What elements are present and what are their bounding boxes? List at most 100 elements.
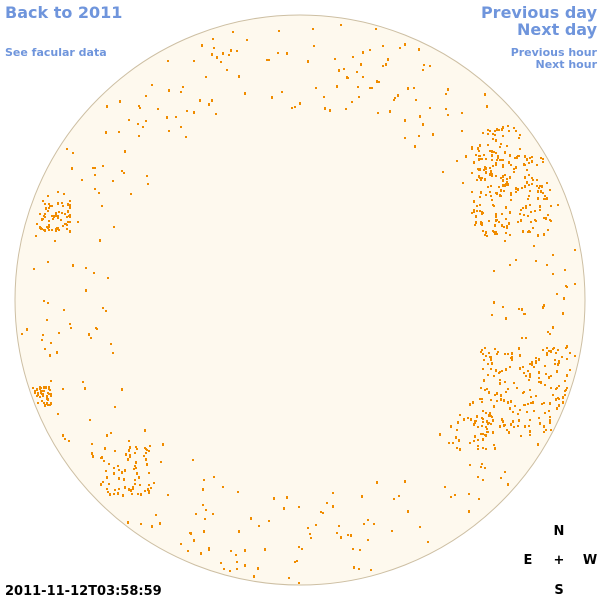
prev-day-link[interactable]: Previous day [481, 3, 598, 22]
facula [486, 420, 488, 423]
facula [538, 381, 540, 383]
facula [220, 562, 222, 564]
facula [68, 440, 70, 442]
facula [298, 506, 300, 508]
facula [494, 394, 496, 396]
facula [148, 472, 150, 474]
facula [283, 507, 285, 510]
facula [531, 364, 533, 366]
facula [525, 337, 527, 339]
facula [484, 347, 486, 349]
facula [519, 354, 521, 357]
facula [375, 28, 377, 30]
prev-hour-link[interactable]: Previous hour [511, 46, 598, 59]
facula [373, 523, 375, 525]
facula [481, 398, 483, 400]
facula [455, 436, 457, 439]
facula [71, 167, 73, 170]
facula [230, 550, 232, 552]
facula [506, 226, 508, 229]
facula [503, 424, 505, 427]
facula [563, 297, 565, 300]
facula [118, 469, 120, 471]
facula [195, 513, 197, 515]
facula [477, 439, 479, 441]
facula [495, 175, 497, 177]
facula [67, 221, 69, 223]
facula [501, 418, 503, 421]
facula [278, 30, 280, 32]
facula [490, 170, 492, 172]
facula [483, 359, 485, 361]
facula [491, 154, 493, 157]
facula [545, 198, 547, 200]
facula [107, 491, 109, 493]
facula [496, 353, 498, 355]
facula [552, 254, 554, 256]
back-link[interactable]: Back to 2011 [5, 3, 122, 22]
facula [564, 269, 566, 271]
facula [493, 151, 495, 153]
facula [48, 229, 50, 231]
facula [566, 358, 568, 360]
facula [504, 471, 506, 473]
facula [499, 371, 501, 373]
facula [521, 337, 523, 339]
facula [66, 216, 68, 218]
facula [134, 479, 136, 481]
facula [44, 348, 46, 350]
facula [482, 438, 484, 441]
facula [469, 442, 471, 444]
facular-link[interactable]: See facular data [5, 46, 107, 59]
facula [522, 207, 524, 209]
next-day-link[interactable]: Next day [517, 20, 598, 39]
facula [62, 205, 64, 207]
facula [489, 167, 491, 169]
facula [493, 405, 495, 408]
facula [36, 223, 38, 225]
facula [528, 379, 530, 381]
facula [517, 221, 519, 223]
facula [294, 561, 296, 563]
next-hour-link[interactable]: Next hour [536, 58, 598, 71]
facula [193, 111, 195, 114]
facula [537, 443, 539, 446]
facula [149, 445, 151, 447]
facula [493, 375, 495, 377]
facula [493, 444, 495, 446]
facula [482, 212, 484, 214]
facula [69, 221, 71, 223]
facula [113, 472, 115, 475]
facula [479, 398, 481, 400]
facula [41, 390, 43, 392]
facula [552, 394, 554, 396]
facula [399, 47, 401, 49]
facula [524, 185, 526, 188]
facula [44, 404, 46, 407]
facula [531, 160, 533, 162]
facula [72, 264, 74, 267]
facula [193, 60, 195, 62]
facula [43, 402, 45, 404]
facula [529, 363, 531, 365]
facula [213, 47, 215, 49]
facula [550, 387, 552, 389]
facula [555, 398, 557, 401]
facula [510, 164, 512, 166]
facula [550, 220, 552, 222]
facula [538, 358, 540, 361]
facula [482, 410, 484, 412]
facula [475, 420, 477, 422]
facula [517, 413, 519, 415]
facula [532, 227, 534, 229]
facula [481, 417, 483, 419]
facula [211, 53, 213, 56]
facula [64, 223, 66, 225]
facula [69, 207, 71, 209]
facula [547, 214, 549, 216]
facula [505, 391, 507, 393]
facula [514, 405, 516, 407]
facula [500, 177, 502, 179]
facula [356, 71, 358, 73]
facula [345, 108, 347, 110]
